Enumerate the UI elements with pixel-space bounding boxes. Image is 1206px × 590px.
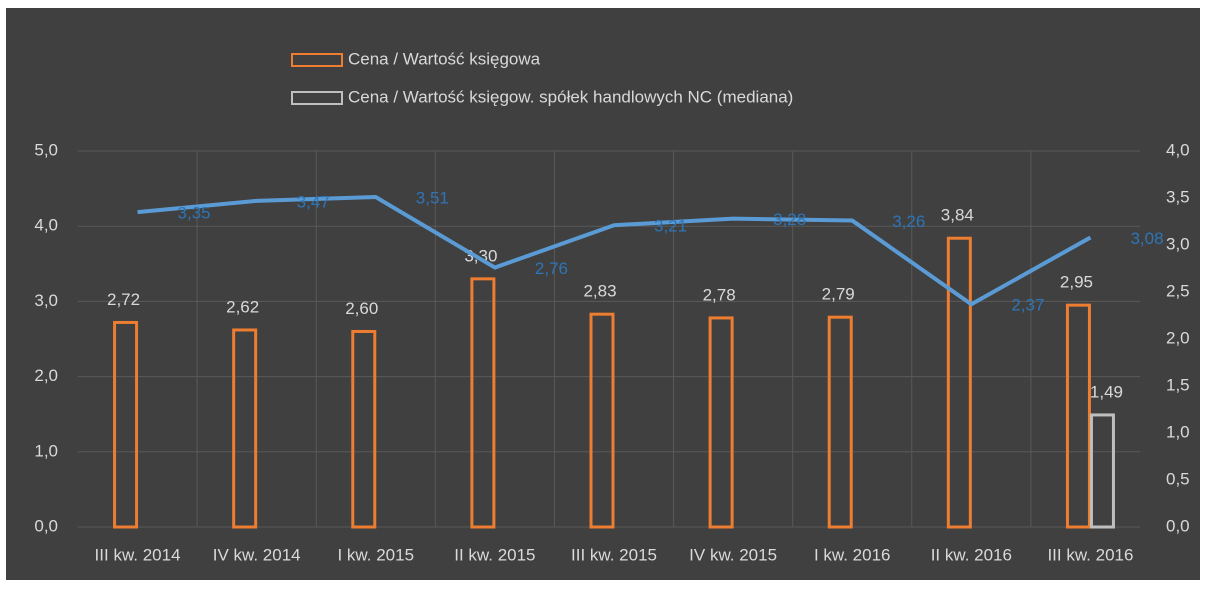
bar	[589, 312, 615, 529]
bar	[946, 236, 972, 529]
bar	[827, 315, 853, 529]
x-tick-label: III kw. 2016	[1047, 545, 1133, 564]
y2-tick-label: 4,0	[1166, 140, 1190, 159]
y2-tick-label: 3,0	[1166, 234, 1190, 253]
legend-label: Cena / Wartość księgow. spółek handlowyc…	[348, 87, 793, 106]
x-tick-label: IV kw. 2014	[213, 545, 301, 564]
y2-tick-label: 2,0	[1166, 328, 1190, 347]
line-value-label: 3,26	[892, 212, 925, 231]
legend-swatch	[291, 53, 343, 67]
bar	[351, 329, 377, 529]
bar-value-label: 3,84	[941, 206, 974, 225]
x-tick-label: III kw. 2015	[571, 545, 657, 564]
bar-value-label: 2,79	[822, 285, 855, 304]
x-tick-label: IV kw. 2015	[689, 545, 777, 564]
bar	[232, 328, 258, 529]
y2-tick-label: 1,5	[1166, 375, 1190, 394]
x-tick-label: II kw. 2016	[931, 545, 1012, 564]
y2-tick-label: 2,5	[1166, 281, 1190, 300]
line	[137, 195, 1092, 307]
line-value-label: 3,35	[178, 204, 211, 223]
x-tick-label: III kw. 2014	[95, 545, 181, 564]
y-tick-label: 3,0	[34, 291, 58, 310]
chart-background	[6, 8, 1200, 580]
line-value-label: 3,21	[654, 217, 687, 236]
line-value-label: 2,37	[1011, 296, 1044, 315]
bar	[113, 320, 139, 529]
bar	[1065, 303, 1091, 529]
legend-label: Cena / Wartość księgowa	[348, 49, 541, 68]
bar-value-label: 2,95	[1060, 273, 1093, 292]
line-value-label: 3,28	[773, 210, 806, 229]
y-tick-label: 0,0	[34, 516, 58, 535]
bar-value-label: 2,62	[226, 297, 259, 316]
y2-tick-label: 1,0	[1166, 422, 1190, 441]
x-tick-label: I kw. 2016	[814, 545, 891, 564]
bar-value-label: 1,49	[1090, 382, 1123, 401]
x-tick-label: II kw. 2015	[454, 545, 535, 564]
bar-value-label: 2,60	[345, 299, 378, 318]
bar-value-label: 3,30	[464, 246, 497, 265]
x-tick-label: I kw. 2015	[337, 545, 414, 564]
line-value-label: 3,51	[416, 189, 449, 208]
bar-value-label: 2,83	[583, 282, 616, 301]
bar-value-label: 2,72	[107, 290, 140, 309]
line-value-label: 3,08	[1130, 229, 1163, 248]
bar	[708, 316, 734, 529]
y2-tick-label: 0,5	[1166, 469, 1190, 488]
bar-value-label: 2,78	[703, 285, 736, 304]
y2-tick-label: 3,5	[1166, 187, 1190, 206]
y-tick-label: 5,0	[34, 140, 58, 159]
y-tick-label: 2,0	[34, 366, 58, 385]
y2-tick-label: 0,0	[1166, 516, 1190, 535]
bar	[1089, 413, 1115, 529]
line-value-label: 3,47	[297, 192, 330, 211]
y-tick-label: 1,0	[34, 441, 58, 460]
legend-swatch	[291, 91, 343, 105]
bar	[470, 277, 496, 529]
line-value-label: 2,76	[535, 259, 568, 278]
y-tick-label: 4,0	[34, 216, 58, 235]
